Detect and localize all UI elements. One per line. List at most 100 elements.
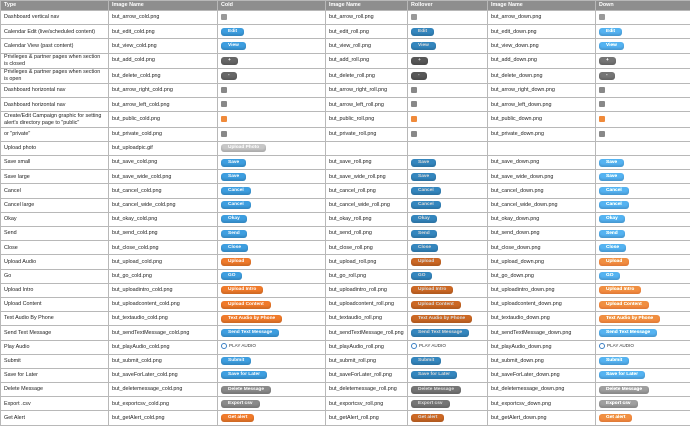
image-name-cell: but_arrow_roll.png <box>325 9 408 26</box>
table-row: Play Audio but_playAudio_cold.png PLAY AUD… <box>0 339 690 355</box>
image-name-cell: but_exportcsv_down.png <box>487 396 596 412</box>
button-cell: Get alert <box>217 410 326 426</box>
image-name-cell: but_go_roll.png <box>325 268 408 284</box>
image-name-cell: but_textaudio_roll.png <box>325 311 408 327</box>
image-name: but_send_down.png <box>491 230 540 237</box>
header-cell: Cold <box>217 0 326 11</box>
button-sample: Export csv <box>221 399 260 408</box>
audio-link: PLAY AUDIO <box>599 343 634 349</box>
button-sample: Delete Message <box>221 385 271 394</box>
table-row: Dashboard vertical nav but_arrow_cold.png… <box>0 9 690 26</box>
image-name-cell: but_getAlert_down.png <box>487 410 596 426</box>
image-name-cell: but_save_wide_cold.png <box>108 169 218 185</box>
image-name: but_exportcsv_roll.png <box>329 400 384 407</box>
button-cell: Edit <box>595 24 690 40</box>
image-name: but_textaudio_cold.png <box>112 315 168 322</box>
button-cell: Save for Later <box>217 367 326 384</box>
button-cell: Cancel <box>595 183 690 199</box>
button-sample: View <box>411 41 436 50</box>
button-sample: Upload Intro <box>221 286 264 295</box>
button-cell <box>407 83 488 99</box>
button-cell: Okay <box>407 211 488 228</box>
button-cell: Upload <box>407 254 488 270</box>
button-cell: View <box>407 38 488 54</box>
image-name-cell: but_sendTextMessage_down.png <box>487 325 596 341</box>
button-cell <box>407 126 488 142</box>
image-name-cell: but_textaudio_down.png <box>487 311 596 327</box>
image-name: but_edit_down.png <box>491 28 537 35</box>
type-cell: Close <box>0 240 109 256</box>
button-sample: Text Audio by Phone <box>599 314 661 323</box>
image-name: but_close_down.png <box>491 244 541 251</box>
icon-sample <box>599 87 605 94</box>
icon-sample <box>599 101 605 108</box>
image-name-cell: but_exportcsv_cold.png <box>108 396 218 412</box>
image-name-cell: but_go_cold.png <box>108 268 218 284</box>
image-name-cell: but_getAlert_cold.png <box>108 410 218 426</box>
image-name-cell: but_deletemessage_roll.png <box>325 382 408 398</box>
image-name: but_cancel_down.png <box>491 187 544 194</box>
table-row: Create/Edit Campaign graphic for setting… <box>0 111 690 128</box>
button-cell: Send <box>595 225 690 242</box>
button-cell: Cancel <box>595 197 690 213</box>
button-cell: Upload Content <box>217 296 326 313</box>
image-name: but_delete_cold.png <box>112 72 161 79</box>
table-row: Save for Later but_saveForLater_cold.png S… <box>0 367 690 384</box>
image-name-cell: but_private_down.png <box>487 126 596 142</box>
button-cell: Get alert <box>407 410 488 426</box>
image-name-cell: but_save_down.png <box>487 155 596 171</box>
button-cell: Edit <box>407 24 488 40</box>
icon-sample <box>411 116 417 123</box>
button-sample: Save for Later <box>221 371 267 380</box>
button-cell: Export csv <box>407 396 488 412</box>
image-name: but_exportcsv_cold.png <box>112 400 169 407</box>
image-name: but_send_roll.png <box>329 230 372 237</box>
image-name: but_upload_down.png <box>491 258 545 265</box>
image-name-cell: but_arrow_right_roll.png <box>325 83 408 99</box>
image-name: but_getAlert_roll.png <box>329 414 379 421</box>
image-name-cell: but_send_down.png <box>487 225 596 242</box>
type-cell: Upload Content <box>0 296 109 313</box>
image-name-cell: but_okay_cold.png <box>108 211 218 228</box>
image-name-cell: but_submit_roll.png <box>325 353 408 369</box>
button-cell: PLAY AUDIO <box>407 339 488 355</box>
image-name: but_save_roll.png <box>329 159 372 166</box>
image-name-cell: but_arrow_down.png <box>487 9 596 26</box>
button-sample: View <box>221 41 246 50</box>
button-sample: Text Audio by Phone <box>411 314 473 323</box>
button-sample: Send <box>411 229 437 238</box>
image-name: but_arrow_cold.png <box>112 14 160 21</box>
image-name-cell: but_arrow_left_roll.png <box>325 97 408 113</box>
type-cell: Cancel large <box>0 197 109 213</box>
table-body: Dashboard vertical nav but_arrow_cold.png… <box>0 9 690 426</box>
button-sample: Save <box>599 158 625 167</box>
image-name: but_edit_cold.png <box>112 28 155 35</box>
icon-sample <box>221 101 227 108</box>
button-cell: Close <box>595 240 690 256</box>
icon-sample <box>221 116 227 123</box>
type-cell: Calendar View (past content) <box>0 38 109 54</box>
button-sample: Close <box>221 243 249 252</box>
button-sample: GO <box>599 272 621 281</box>
header-cell: Image Name <box>108 0 218 11</box>
type-cell: Text Audio By Phone <box>0 311 109 327</box>
button-sample: - <box>599 71 615 80</box>
image-name: but_save_down.png <box>491 159 540 166</box>
button-cell: Cancel <box>407 183 488 199</box>
button-sample: Cancel <box>221 201 251 210</box>
image-name: but_send_cold.png <box>112 230 158 237</box>
button-sample: - <box>411 71 427 80</box>
image-name-cell: but_arrow_right_cold.png <box>108 83 218 99</box>
header-cell: Type <box>0 0 109 11</box>
button-sample: Upload Intro <box>411 286 454 295</box>
button-cell: + <box>217 52 326 69</box>
image-name-cell: but_cancel_wide_roll.png <box>325 197 408 213</box>
table-row: Calendar View (past content) but_view_col… <box>0 38 690 54</box>
image-name-cell: but_cancel_down.png <box>487 183 596 199</box>
image-name: but_exportcsv_down.png <box>491 400 551 407</box>
image-name-cell: but_deletemessage_cold.png <box>108 382 218 398</box>
type-cell: Upload photo <box>0 140 109 157</box>
image-name-cell: but_uploadintro_roll.png <box>325 282 408 298</box>
button-sample: Get alert <box>221 414 255 423</box>
